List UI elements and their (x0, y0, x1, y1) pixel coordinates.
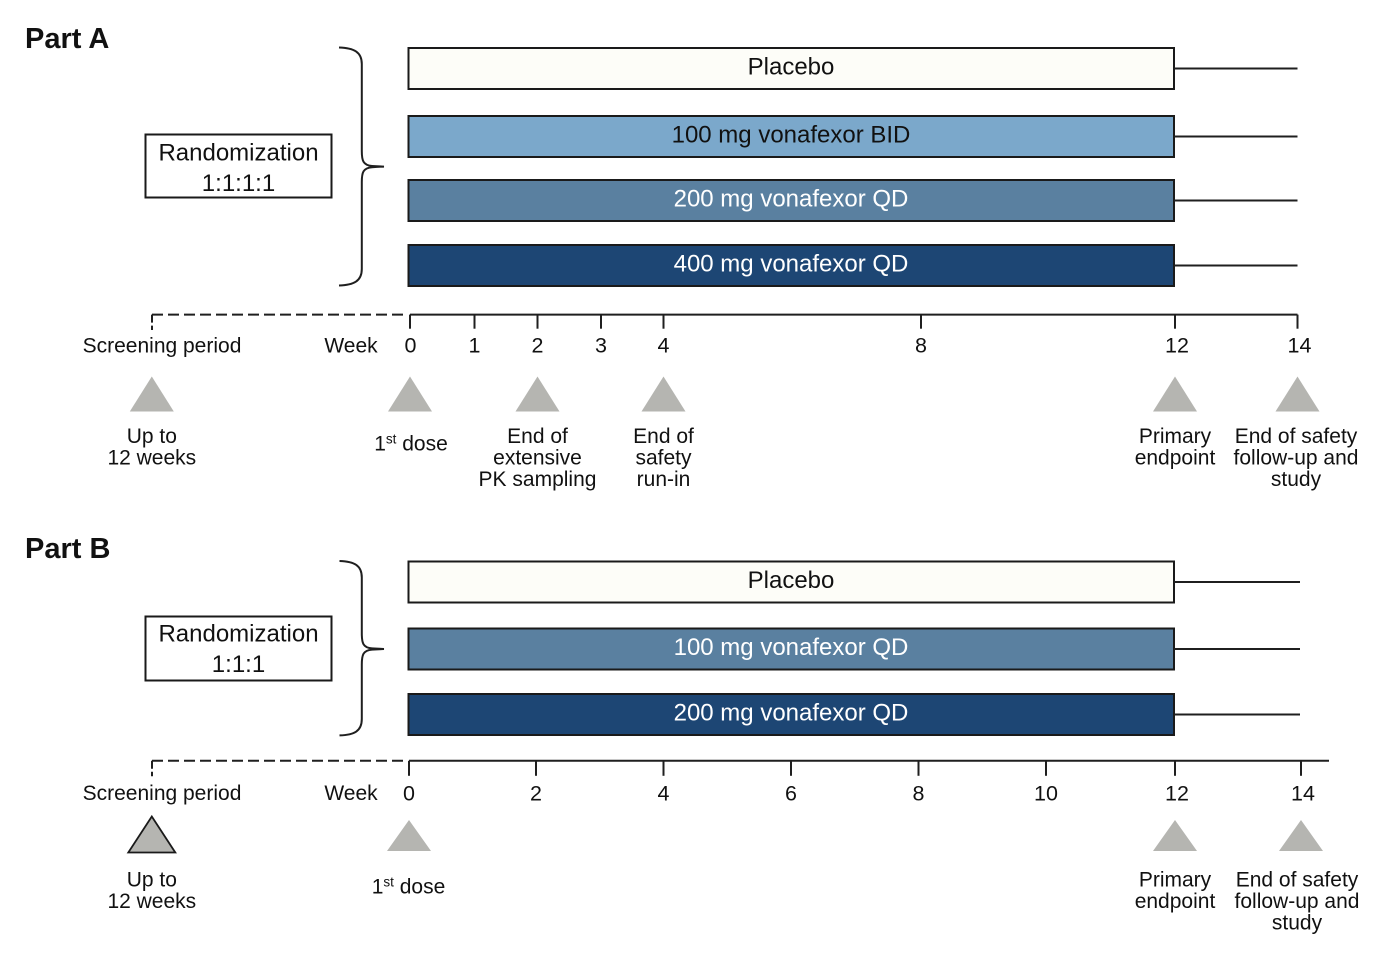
svg-text:12 weeks: 12 weeks (107, 447, 196, 470)
svg-text:Primary: Primary (1139, 425, 1212, 448)
svg-text:1st dose: 1st dose (372, 875, 446, 899)
svg-text:400 mg vonafexor QD: 400 mg vonafexor QD (674, 251, 909, 278)
svg-text:follow-up and: follow-up and (1234, 447, 1359, 470)
svg-text:endpoint: endpoint (1135, 890, 1216, 913)
svg-text:100 mg vonafexor BID: 100 mg vonafexor BID (672, 122, 911, 149)
svg-text:10: 10 (1034, 782, 1058, 806)
svg-text:follow-up and: follow-up and (1235, 890, 1360, 913)
svg-text:14: 14 (1288, 333, 1312, 357)
svg-text:2: 2 (532, 333, 544, 357)
svg-text:Part B: Part B (25, 533, 110, 565)
svg-text:6: 6 (785, 782, 797, 806)
svg-text:100 mg vonafexor QD: 100 mg vonafexor QD (674, 634, 909, 661)
svg-text:Screening period: Screening period (83, 782, 242, 805)
svg-text:Primary: Primary (1139, 869, 1212, 892)
svg-text:endpoint: endpoint (1135, 447, 1216, 470)
svg-text:200 mg vonafexor QD: 200 mg vonafexor QD (674, 700, 909, 727)
svg-text:1: 1 (469, 333, 481, 357)
svg-text:Up to: Up to (127, 425, 177, 448)
svg-text:study: study (1271, 468, 1322, 491)
svg-text:Placebo: Placebo (748, 567, 835, 594)
svg-text:End of safety: End of safety (1236, 869, 1359, 892)
svg-text:Screening period: Screening period (83, 334, 242, 357)
svg-text:Placebo: Placebo (748, 54, 835, 81)
svg-text:200 mg vonafexor QD: 200 mg vonafexor QD (674, 186, 909, 213)
svg-text:12: 12 (1165, 782, 1189, 806)
svg-text:End of safety: End of safety (1235, 425, 1358, 448)
svg-text:1st dose: 1st dose (374, 431, 448, 455)
svg-text:Randomization: Randomization (158, 621, 318, 648)
svg-text:1:1:1:1: 1:1:1:1 (202, 170, 275, 197)
svg-text:14: 14 (1291, 782, 1315, 806)
svg-text:Up to: Up to (127, 869, 177, 892)
svg-text:0: 0 (403, 782, 415, 806)
svg-text:Week: Week (324, 782, 378, 805)
svg-text:3: 3 (595, 333, 607, 357)
svg-text:0: 0 (405, 333, 417, 357)
svg-text:safety: safety (635, 447, 692, 470)
svg-text:12: 12 (1165, 333, 1189, 357)
svg-text:2: 2 (530, 782, 542, 806)
svg-text:Randomization: Randomization (158, 140, 318, 167)
svg-text:End of: End of (507, 425, 568, 448)
svg-text:Week: Week (324, 334, 378, 357)
svg-text:8: 8 (915, 333, 927, 357)
svg-text:1:1:1: 1:1:1 (212, 651, 265, 678)
svg-text:study: study (1272, 912, 1323, 935)
svg-text:4: 4 (658, 782, 670, 806)
svg-text:12 weeks: 12 weeks (107, 890, 196, 913)
svg-text:PK sampling: PK sampling (479, 468, 597, 491)
svg-text:8: 8 (913, 782, 925, 806)
svg-text:extensive: extensive (493, 447, 582, 470)
svg-text:run-in: run-in (637, 468, 691, 491)
svg-text:End of: End of (633, 425, 694, 448)
svg-text:Part A: Part A (25, 23, 109, 55)
svg-text:4: 4 (658, 333, 670, 357)
